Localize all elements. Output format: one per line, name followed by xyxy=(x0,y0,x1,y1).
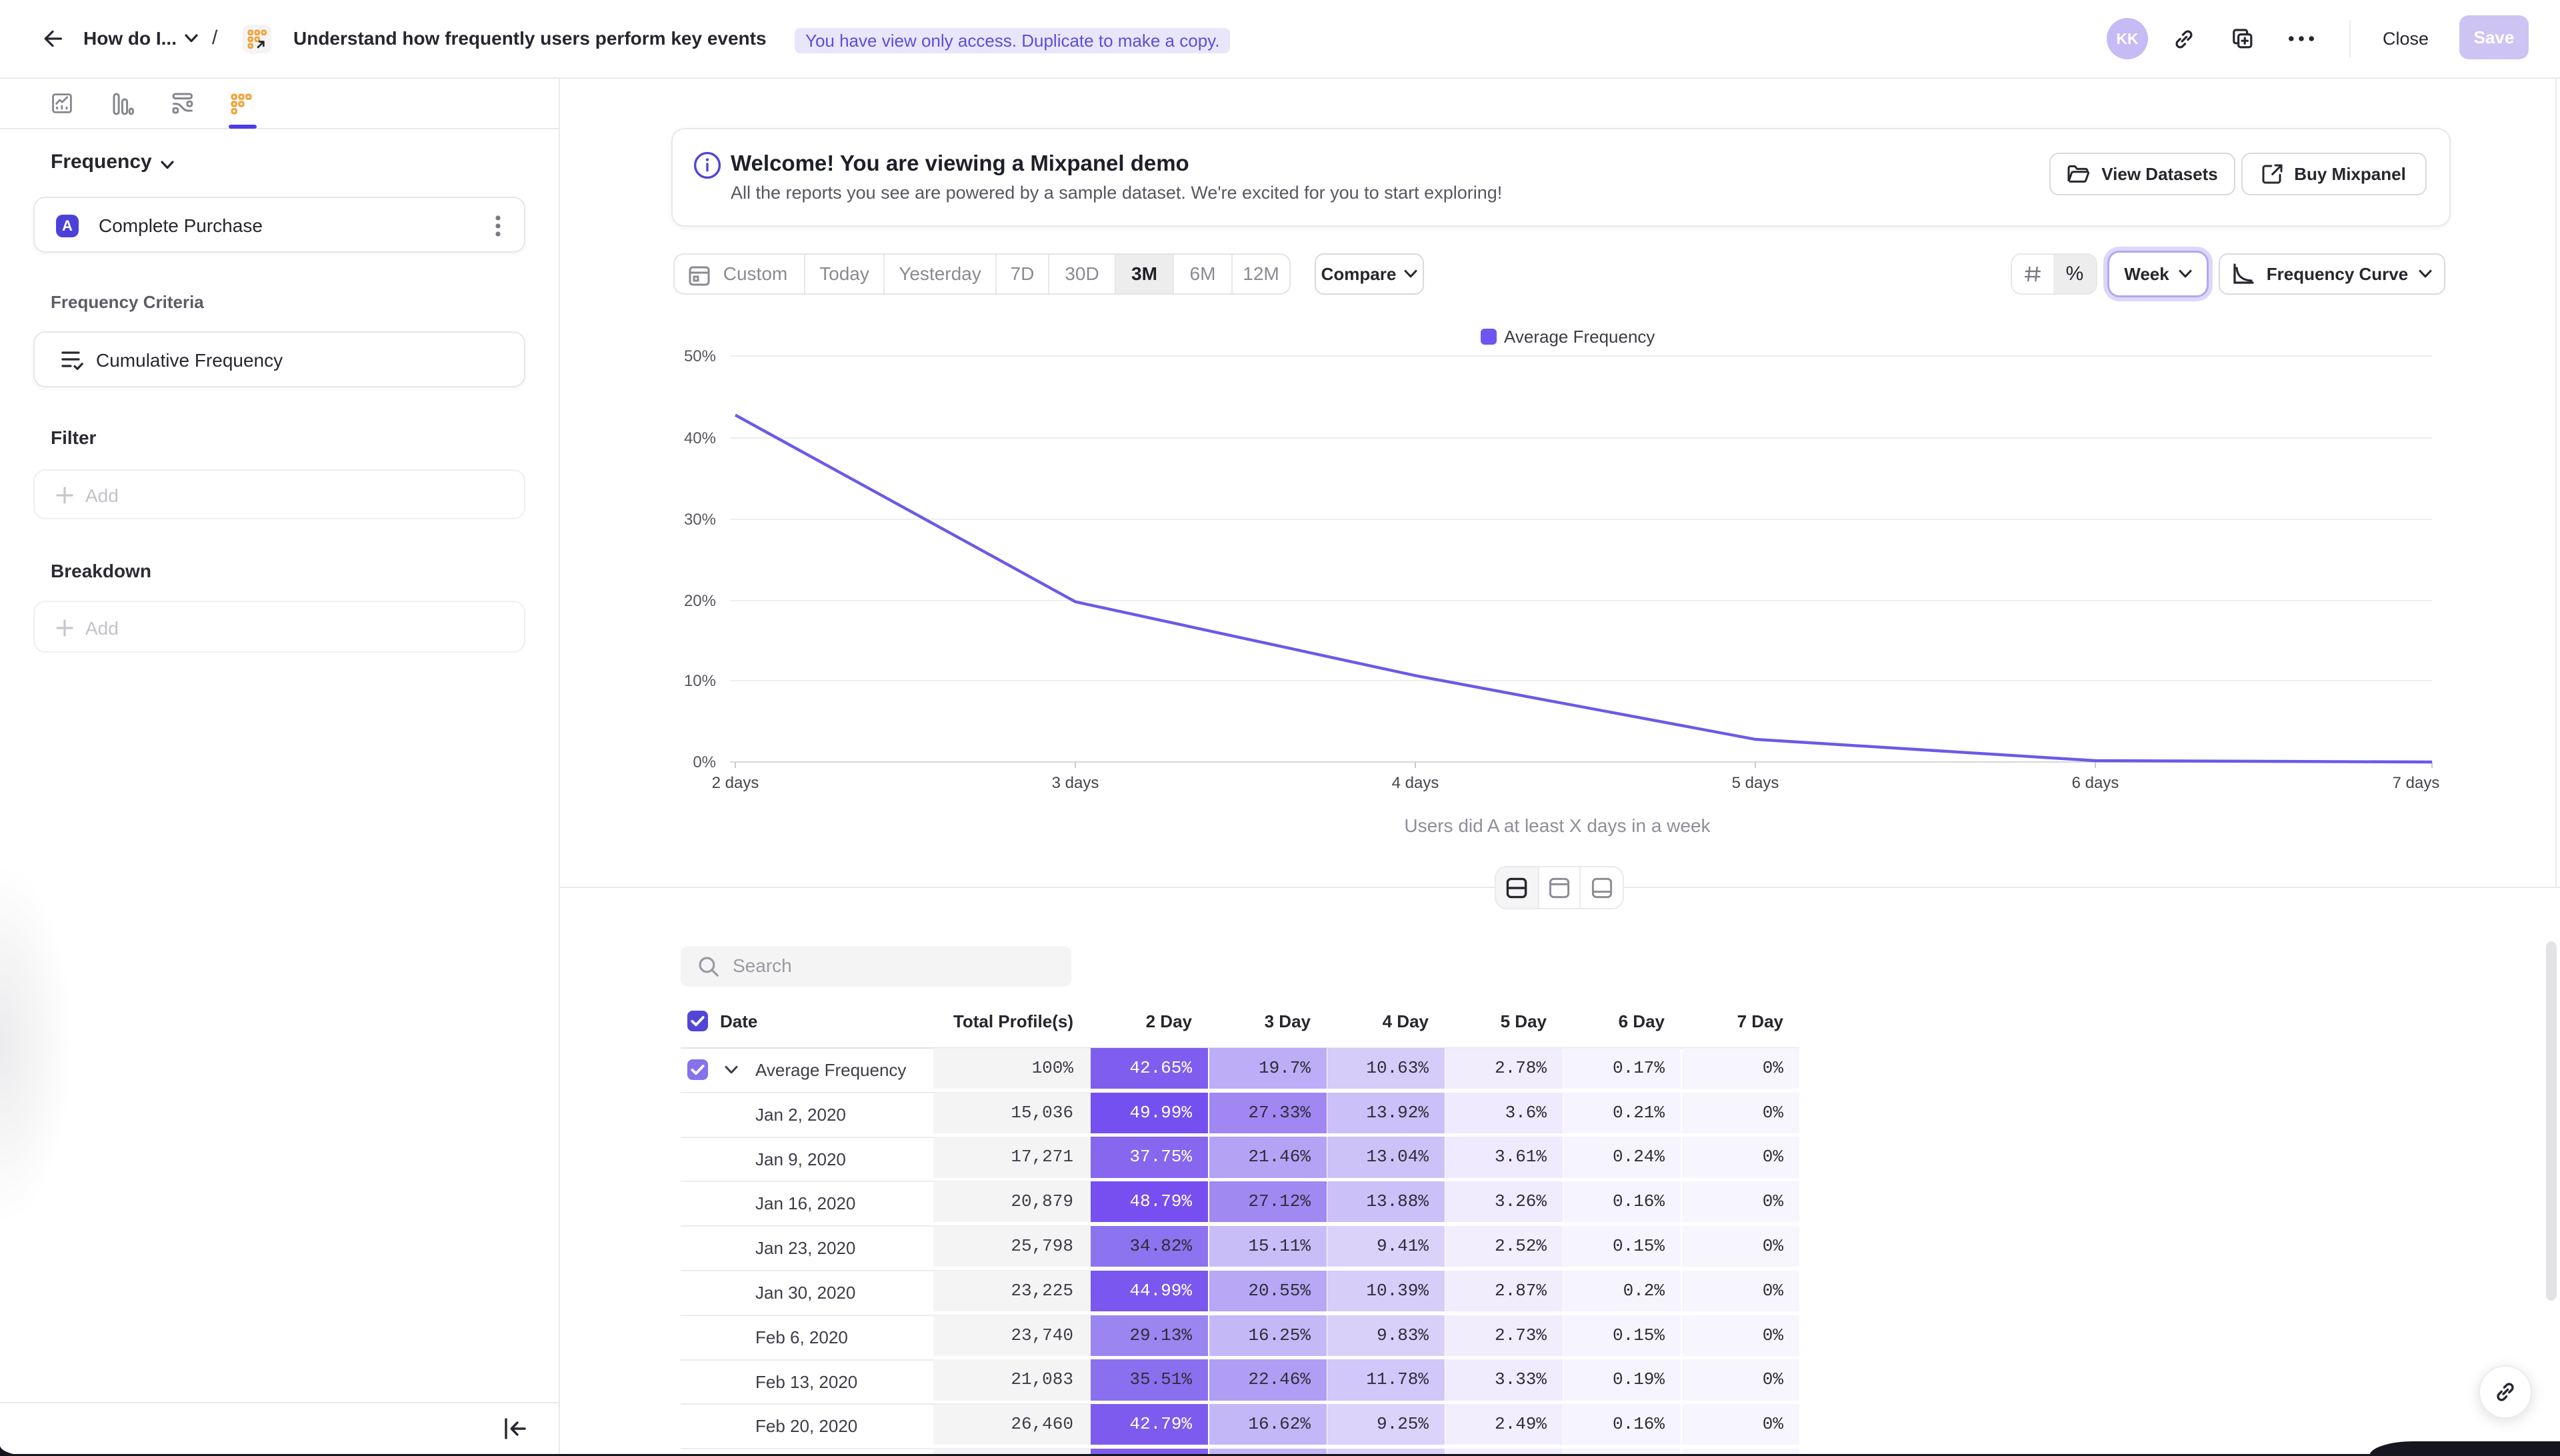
svg-text:30%: 30% xyxy=(684,511,716,529)
svg-text:5 days: 5 days xyxy=(1732,774,1779,792)
svg-text:10%: 10% xyxy=(684,672,716,690)
svg-text:0%: 0% xyxy=(693,753,716,771)
svg-text:3 days: 3 days xyxy=(1052,774,1099,792)
svg-text:Users did A at least X days in: Users did A at least X days in a week xyxy=(1404,815,1711,836)
svg-text:2 days: 2 days xyxy=(712,774,759,792)
svg-text:20%: 20% xyxy=(684,592,716,610)
svg-text:50%: 50% xyxy=(684,347,716,365)
svg-text:40%: 40% xyxy=(684,429,716,447)
svg-text:4 days: 4 days xyxy=(1392,774,1439,792)
svg-text:7 days: 7 days xyxy=(2393,774,2440,792)
svg-text:6 days: 6 days xyxy=(2072,774,2119,792)
